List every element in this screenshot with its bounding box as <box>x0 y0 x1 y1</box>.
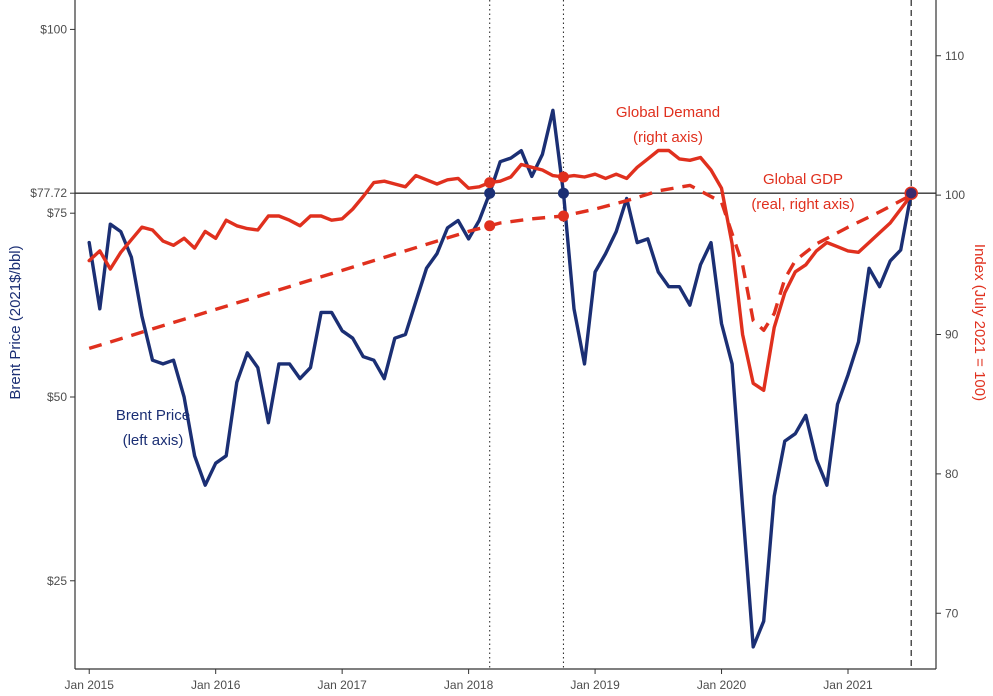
x-tick-label: Jan 2021 <box>823 678 873 692</box>
highlight-point <box>904 186 918 200</box>
reference-lines <box>75 0 936 669</box>
series-lines <box>87 108 913 649</box>
x-tick-label: Jan 2015 <box>65 678 115 692</box>
x-tick-label: Jan 2020 <box>697 678 747 692</box>
x-tick-label: Jan 2016 <box>191 678 241 692</box>
series-line-brent-price <box>87 108 913 649</box>
y-right-tick-label: 90 <box>945 328 959 342</box>
highlight-point <box>484 177 496 189</box>
left-axis-title: Brent Price (2021$/bbl) <box>7 245 24 399</box>
annotation-label: Global GDP <box>763 171 843 188</box>
y-right-tick-label: 80 <box>945 467 959 481</box>
highlight-point <box>484 187 496 199</box>
y-left-tick-label: $100 <box>40 22 67 36</box>
annotation-label: (real, right axis) <box>751 196 854 213</box>
highlight-point <box>557 171 569 183</box>
highlight-point <box>484 220 496 232</box>
series-line-global-gdp <box>88 183 912 351</box>
annotation-label: Global Demand <box>616 104 720 121</box>
y-right-tick-label: 110 <box>945 49 964 63</box>
x-tick-label: Jan 2018 <box>444 678 494 692</box>
x-tick-label: Jan 2019 <box>570 678 620 692</box>
annotation-label: Brent Price <box>116 407 190 424</box>
y-right-tick-label: 100 <box>945 188 965 202</box>
highlight-point <box>557 210 569 222</box>
highlight-point <box>557 187 569 199</box>
right-axis-title: Index (July 2021 = 100) <box>971 244 988 401</box>
y-left-tick-label: $50 <box>47 390 67 404</box>
highlight-points <box>484 171 918 232</box>
annotation-label: (left axis) <box>123 432 184 449</box>
y-left-tick-label: $25 <box>47 574 67 588</box>
y-right-tick-label: 70 <box>945 606 959 620</box>
annotation-label: (right axis) <box>633 129 703 146</box>
series-line-global-demand <box>87 148 913 392</box>
y-left-tick-label: $75 <box>47 206 67 220</box>
annotations: Brent Price (left axis) Global Demand (righ… <box>116 104 855 449</box>
y-left-tick-label: $77.72 <box>30 186 67 200</box>
x-tick-label: Jan 2017 <box>317 678 367 692</box>
axes: Jan 2015 Jan 2016 Jan 2017 Jan 2018 Jan 2019… <box>30 0 965 692</box>
